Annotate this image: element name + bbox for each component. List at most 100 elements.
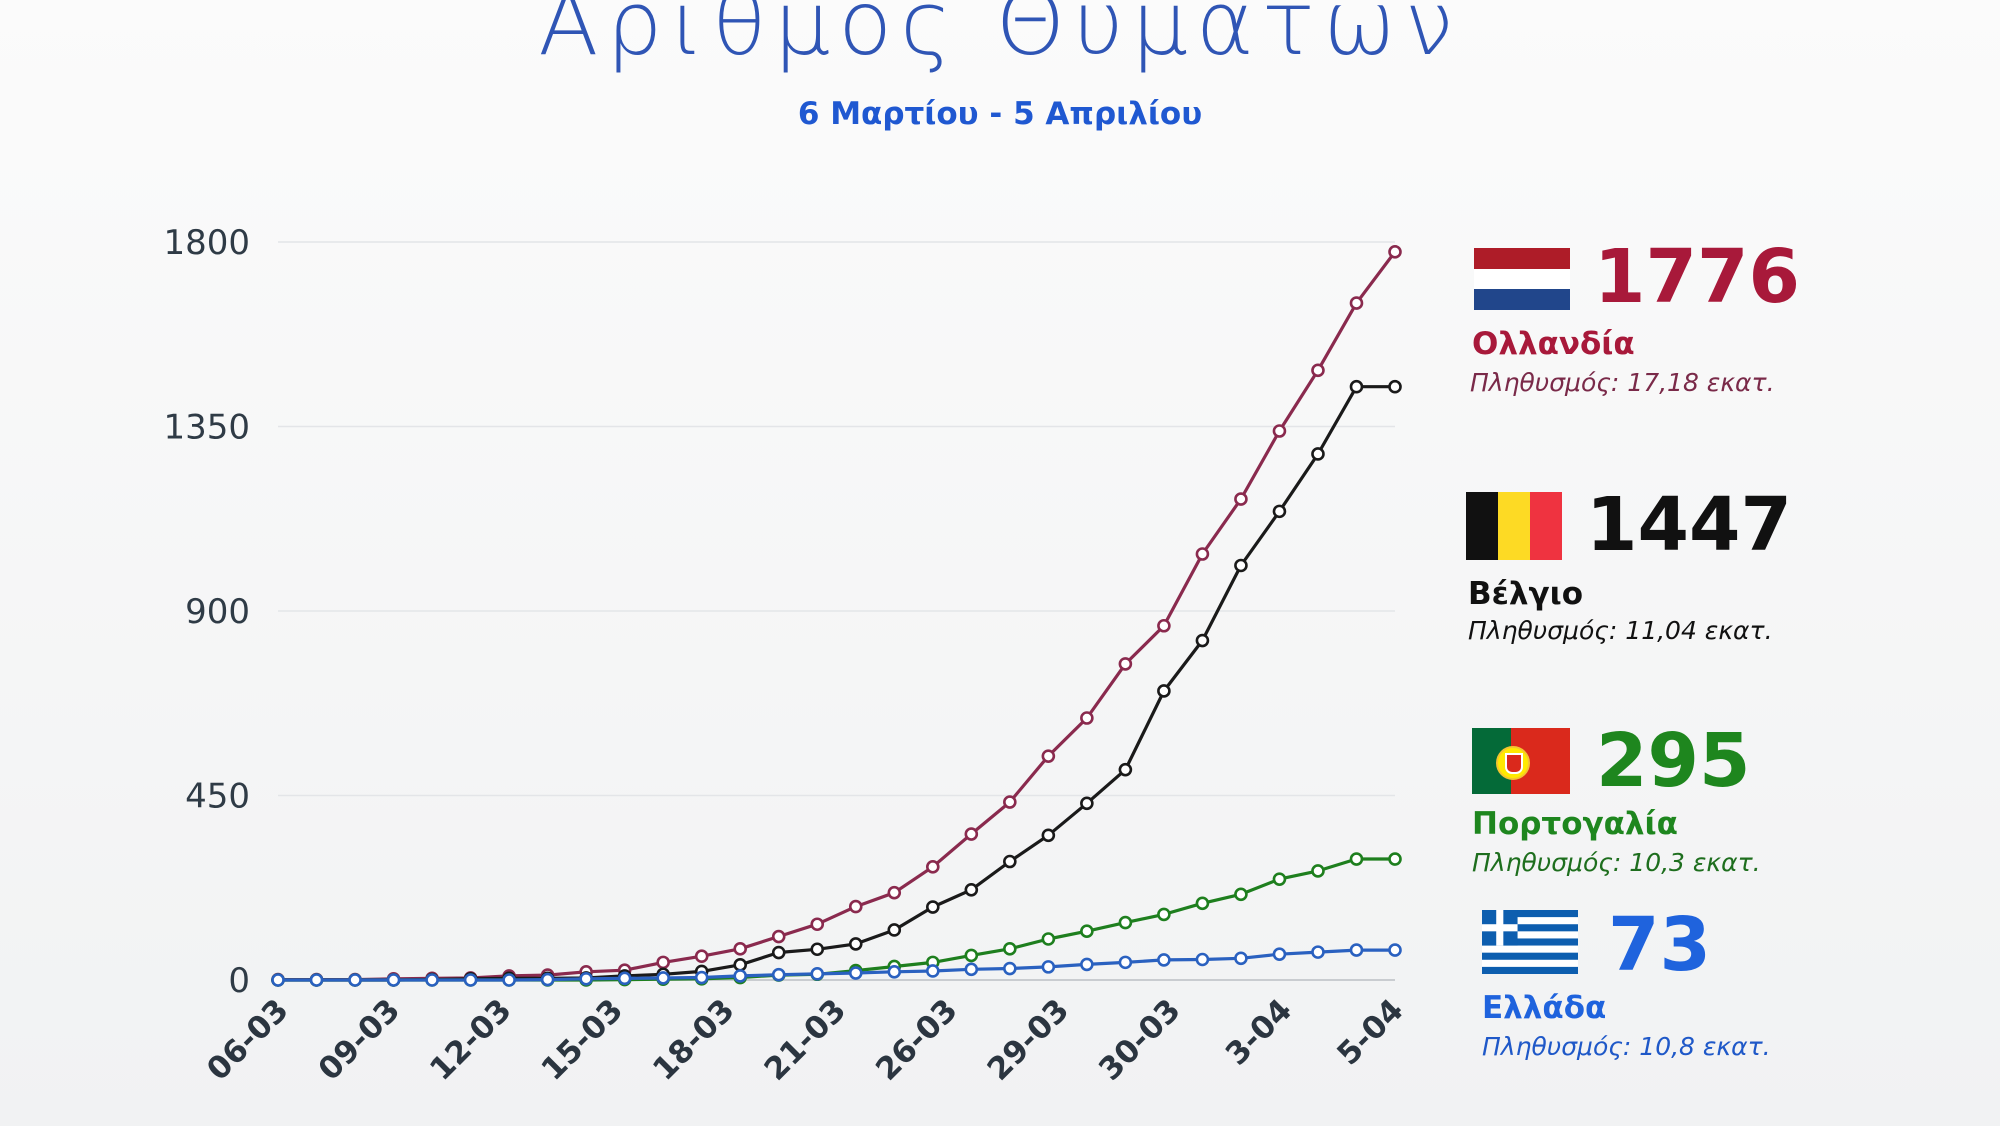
data-point bbox=[1349, 379, 1364, 394]
x-tick-label: 15-03 bbox=[535, 992, 631, 1088]
data-point bbox=[1311, 864, 1325, 878]
data-point bbox=[540, 972, 555, 987]
data-point bbox=[964, 948, 979, 963]
data-point bbox=[1234, 492, 1248, 506]
data-point bbox=[463, 973, 478, 987]
data-point bbox=[1311, 447, 1325, 461]
series-3 bbox=[271, 943, 1402, 987]
x-tick-label: 5-04 bbox=[1330, 992, 1410, 1072]
y-tick-label: 1800 bbox=[163, 223, 250, 263]
data-point bbox=[656, 971, 670, 985]
data-point bbox=[386, 973, 401, 987]
data-point bbox=[1388, 943, 1402, 957]
data-point bbox=[810, 967, 825, 981]
data-point bbox=[1234, 951, 1248, 966]
grid bbox=[278, 241, 1395, 981]
data-point bbox=[694, 949, 709, 964]
data-point bbox=[733, 958, 748, 972]
data-point bbox=[1041, 828, 1056, 843]
data-point bbox=[925, 900, 940, 914]
legend-name: Ελλάδα bbox=[1482, 990, 1607, 1026]
data-point bbox=[1272, 504, 1287, 519]
data-point bbox=[1311, 363, 1325, 378]
y-tick-label: 450 bbox=[185, 777, 250, 817]
data-point bbox=[694, 970, 709, 985]
data-point bbox=[964, 962, 979, 977]
data-point bbox=[1349, 852, 1364, 866]
x-tick-label: 21-03 bbox=[758, 992, 854, 1088]
data-point bbox=[271, 973, 285, 987]
data-point bbox=[1041, 960, 1056, 974]
data-point bbox=[309, 973, 324, 987]
data-point bbox=[1118, 762, 1133, 777]
data-point bbox=[810, 917, 825, 932]
data-point bbox=[1080, 957, 1094, 972]
data-point bbox=[1234, 558, 1248, 573]
x-tick-label: 30-03 bbox=[1092, 992, 1188, 1088]
data-point bbox=[1234, 887, 1248, 902]
netherlands-flag bbox=[1474, 248, 1570, 310]
data-point bbox=[1157, 953, 1171, 967]
y-tick-label: 0 bbox=[228, 961, 250, 1001]
data-point bbox=[925, 860, 940, 874]
data-point bbox=[810, 942, 825, 957]
data-point bbox=[1195, 547, 1210, 561]
data-point bbox=[771, 967, 786, 982]
data-point bbox=[425, 973, 439, 987]
series-2 bbox=[271, 852, 1402, 987]
greece-flag bbox=[1482, 910, 1578, 974]
legend-population: Πληθυσμός: 17,18 εκατ. bbox=[1470, 368, 1775, 397]
data-point bbox=[1157, 684, 1171, 698]
data-point bbox=[848, 899, 863, 914]
series-line bbox=[278, 385, 1395, 982]
data-point bbox=[1041, 749, 1056, 763]
legend-population: Πληθυσμός: 10,3 εκατ. bbox=[1472, 848, 1761, 877]
legend-value: 1447 bbox=[1586, 482, 1792, 568]
x-tick-label: 3-04 bbox=[1219, 992, 1299, 1072]
data-point bbox=[656, 955, 670, 970]
legend-name: Ολλανδία bbox=[1472, 326, 1635, 362]
legend-name: Βέλγιο bbox=[1468, 576, 1583, 612]
data-point bbox=[848, 937, 863, 951]
data-point bbox=[1157, 907, 1171, 922]
chart-subtitle: 6 Μαρτίου - 5 Απριλίου bbox=[797, 96, 1203, 132]
data-point bbox=[1195, 952, 1210, 967]
x-tick-label: 18-03 bbox=[646, 992, 742, 1088]
data-point bbox=[887, 885, 902, 900]
data-point bbox=[848, 966, 863, 980]
data-point bbox=[1118, 955, 1133, 970]
data-point bbox=[1388, 379, 1402, 394]
data-point bbox=[1003, 942, 1017, 956]
series-1 bbox=[271, 379, 1402, 987]
data-point bbox=[1272, 424, 1287, 438]
data-point bbox=[1003, 854, 1017, 869]
series-group bbox=[271, 245, 1402, 987]
data-point bbox=[1080, 711, 1094, 725]
data-point bbox=[1195, 896, 1210, 911]
data-point bbox=[1003, 961, 1017, 976]
x-axis: 06-03 09-03 12-03 15-03 18-03 21-03 26-03 29-03… bbox=[200, 992, 1411, 1088]
data-point bbox=[1080, 796, 1094, 811]
series-0 bbox=[271, 245, 1402, 987]
data-point bbox=[925, 964, 940, 978]
data-point bbox=[1349, 943, 1364, 957]
y-axis: 0 450 900 1350 1800 bbox=[163, 223, 250, 1001]
data-point bbox=[1003, 795, 1017, 809]
data-point bbox=[771, 945, 786, 960]
series-line bbox=[278, 857, 1395, 982]
data-point bbox=[887, 923, 902, 937]
data-point bbox=[348, 973, 362, 987]
data-point bbox=[1118, 657, 1133, 671]
data-point bbox=[1349, 296, 1364, 310]
series-line bbox=[278, 948, 1395, 982]
legend-population: Πληθυσμός: 10,8 εκατ. bbox=[1482, 1032, 1771, 1061]
data-point bbox=[1388, 852, 1402, 866]
data-point bbox=[1388, 245, 1402, 259]
y-tick-label: 900 bbox=[185, 592, 250, 632]
series-line bbox=[278, 250, 1397, 982]
chart-title: Αριθμός Θυμάτων bbox=[538, 0, 1462, 75]
y-tick-label: 1350 bbox=[163, 408, 250, 448]
data-point bbox=[1272, 872, 1287, 886]
legend-value: 73 bbox=[1608, 902, 1711, 988]
